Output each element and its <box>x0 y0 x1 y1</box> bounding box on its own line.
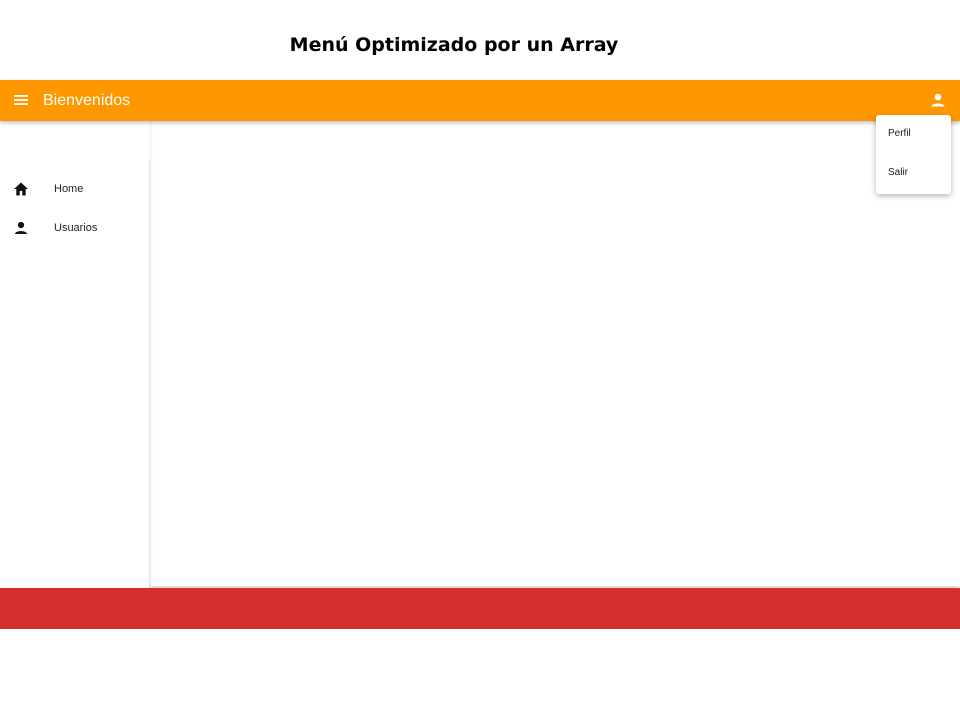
menu-item-label: Salir <box>888 167 909 178</box>
person-icon <box>931 93 945 107</box>
slide-title: Menú Optimizado por un Array <box>289 34 619 56</box>
app-toolbar: Bienvenidos <box>0 80 960 121</box>
sidebar-header <box>0 121 150 161</box>
menu-item-label: Perfil <box>888 128 911 139</box>
person-icon <box>15 221 27 234</box>
sidebar: Home Usuarios <box>0 121 150 588</box>
main-content <box>150 121 960 586</box>
sidebar-item-home[interactable]: Home <box>0 171 149 207</box>
sidebar-item-usuarios[interactable]: Usuarios <box>0 210 149 246</box>
menu-button[interactable] <box>12 91 30 109</box>
toolbar-title: Bienvenidos <box>43 92 131 109</box>
menu-item-perfil[interactable]: Perfil <box>876 115 951 153</box>
hamburger-menu-icon <box>14 95 28 105</box>
footer-bar <box>0 588 960 629</box>
account-button[interactable] <box>928 90 948 110</box>
sidebar-item-label: Usuarios <box>54 222 98 234</box>
menu-item-salir[interactable]: Salir <box>876 154 951 192</box>
sidebar-item-label: Home <box>54 183 84 195</box>
account-dropdown-menu: Perfil Salir <box>876 115 951 194</box>
home-icon <box>14 182 28 196</box>
